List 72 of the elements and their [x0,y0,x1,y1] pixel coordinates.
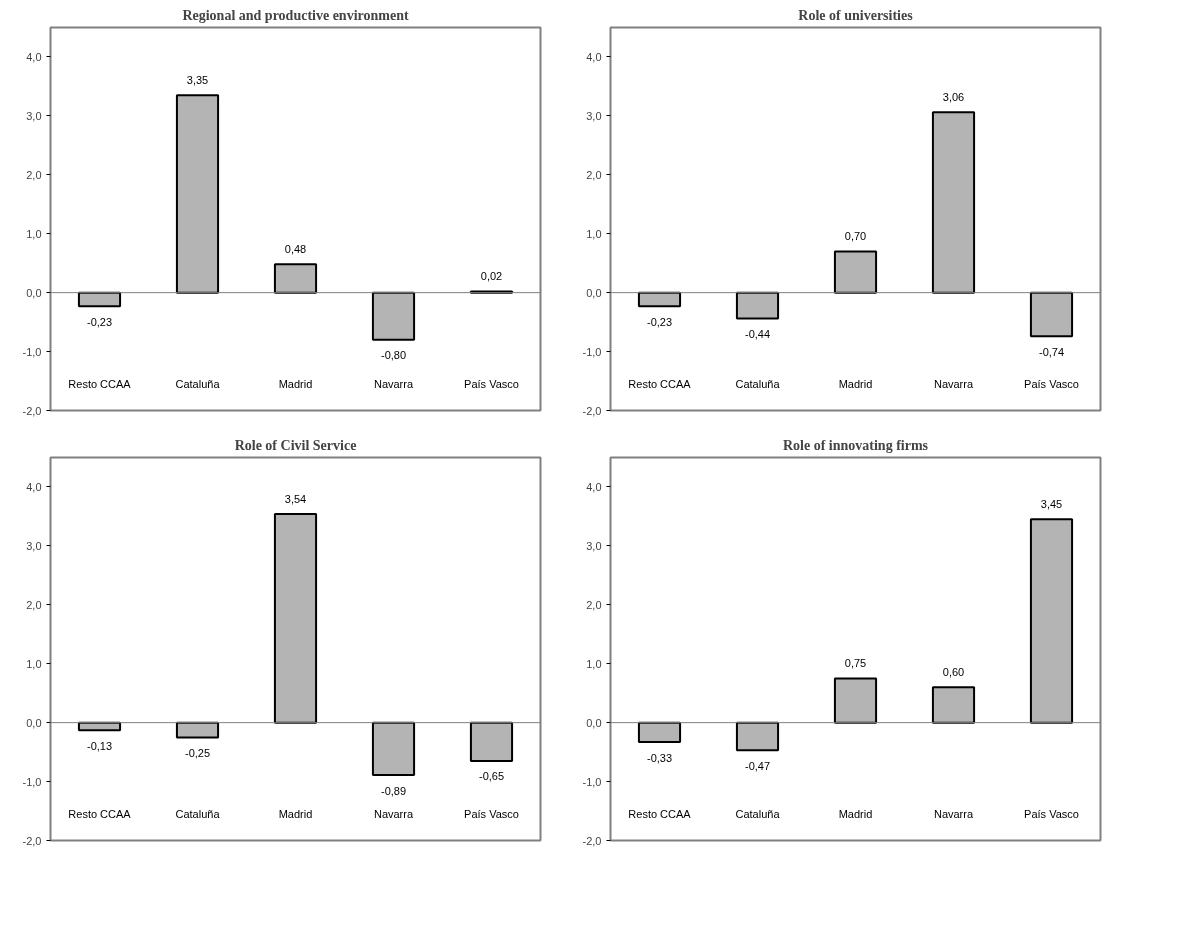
y-tick-label: 1,0 [586,227,602,240]
y-tick-label: 4,0 [26,480,42,493]
y-tick-label: 3,0 [26,539,42,552]
y-tick-label: 4,0 [586,480,602,493]
data-label: -0,25 [184,746,211,759]
y-tick-label: 0,0 [586,286,602,299]
y-tick-label: 0,0 [26,286,42,299]
y-tick-label: 1,0 [26,227,42,240]
data-label: 3,06 [942,90,965,103]
x-tick-label: Madrid [278,807,313,820]
x-tick-label: Madrid [838,377,873,390]
data-label: -0,13 [86,739,113,752]
y-tick-label: -2,0 [582,404,602,417]
y-tick-label: 0,0 [26,716,42,729]
y-tick-label: -1,0 [22,345,42,358]
y-tick-label: -1,0 [22,775,42,788]
x-tick-label: Madrid [838,807,873,820]
x-tick-label: Resto CCAA [68,807,132,820]
y-tick-label: 2,0 [26,168,42,181]
data-label: -0,74 [1038,345,1065,358]
x-tick-label: Cataluña [735,807,781,820]
data-label: 0,75 [844,656,867,669]
x-tick-label: Resto CCAA [628,807,692,820]
chart-title: Role of innovating firms [782,437,929,453]
chart-title: Role of Civil Service [234,437,357,453]
y-tick-label: 2,0 [586,598,602,611]
data-label: -0,47 [744,759,771,772]
y-tick-label: 2,0 [586,168,602,181]
data-label: 3,45 [1040,497,1063,510]
data-label: -0,33 [646,751,673,764]
y-tick-label: 2,0 [26,598,42,611]
y-tick-label: 3,0 [586,109,602,122]
x-tick-label: Cataluña [735,377,781,390]
data-label: 0,02 [480,269,503,282]
x-tick-label: Resto CCAA [628,377,692,390]
x-tick-label: Cataluña [175,377,221,390]
y-tick-label: 4,0 [26,50,42,63]
chart-title: Role of universities [798,7,914,23]
y-tick-label: 1,0 [586,657,602,670]
x-tick-label: Navarra [373,807,414,820]
x-tick-label: País Vasco [1024,377,1079,390]
data-label: 0,48 [284,242,307,255]
y-tick-label: 3,0 [26,109,42,122]
data-label: -0,89 [380,784,407,797]
data-label: 0,60 [942,665,965,678]
data-label: -0,80 [380,349,407,362]
data-label: -0,23 [86,315,113,328]
y-tick-label: -1,0 [582,775,602,788]
x-tick-label: Navarra [373,377,414,390]
x-tick-label: País Vasco [464,377,519,390]
y-tick-label: -2,0 [22,834,42,847]
data-label: 0,70 [844,229,867,242]
x-tick-label: Madrid [278,377,313,390]
data-label: 3,35 [186,73,209,86]
y-tick-label: -2,0 [582,834,602,847]
x-tick-label: Cataluña [175,807,221,820]
data-label: -0,23 [646,315,673,328]
x-tick-label: País Vasco [1024,807,1079,820]
y-tick-label: -2,0 [22,404,42,417]
y-tick-label: 3,0 [586,539,602,552]
data-label: -0,44 [744,328,771,341]
x-tick-label: Resto CCAA [68,377,132,390]
data-label: -0,65 [478,770,505,783]
y-tick-label: 4,0 [586,50,602,63]
y-tick-label: 0,0 [586,716,602,729]
x-tick-label: Navarra [933,377,974,390]
x-tick-label: País Vasco [464,807,519,820]
chart-title: Regional and productive environment [182,7,409,23]
y-tick-label: 1,0 [26,657,42,670]
data-label: 3,54 [284,492,307,505]
x-tick-label: Navarra [933,807,974,820]
y-tick-label: -1,0 [582,345,602,358]
